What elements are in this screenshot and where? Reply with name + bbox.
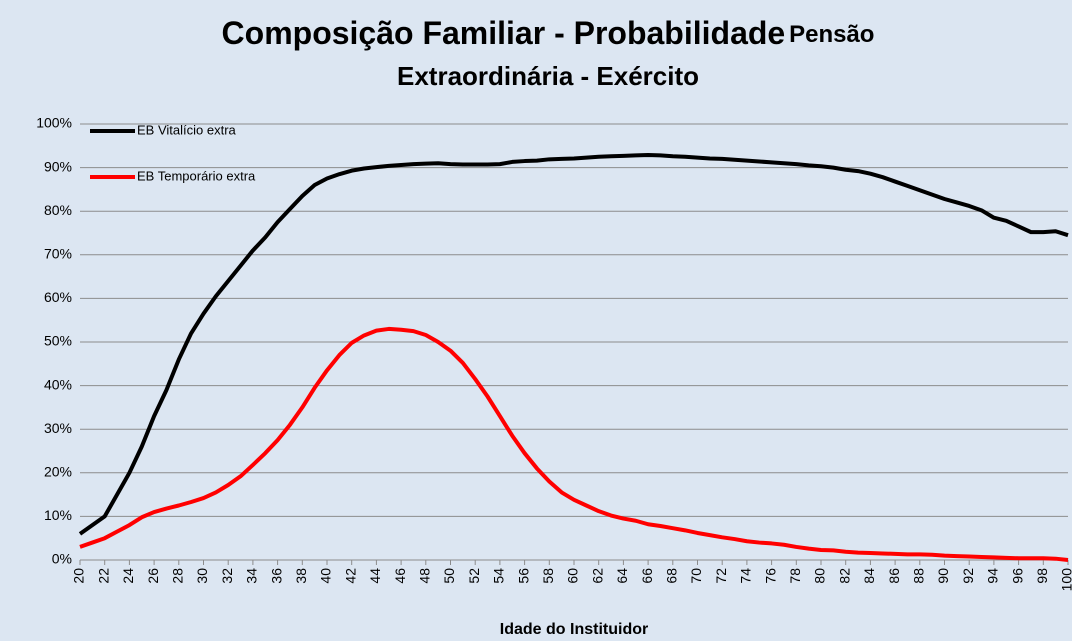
title-part: Composição Familiar - Probabilidade — [222, 15, 786, 51]
y-tick-label: 70% — [44, 246, 72, 262]
x-tick-label: 22 — [95, 568, 111, 584]
x-tick-label: 38 — [293, 568, 309, 584]
title-part: Pensão — [789, 21, 874, 48]
x-tick-label: 96 — [1009, 568, 1025, 584]
legend-label: EB Vitalício extra — [137, 122, 237, 137]
y-tick-label: 80% — [44, 202, 72, 218]
chart-title: Extraordinária - Exército — [397, 61, 699, 91]
y-tick-label: 30% — [44, 420, 72, 436]
x-tick-label: 54 — [491, 568, 507, 584]
y-tick-label: 10% — [44, 507, 72, 523]
x-tick-label: 32 — [219, 568, 235, 584]
x-tick-label: 50 — [441, 568, 457, 584]
x-tick-label: 36 — [268, 568, 284, 584]
x-tick-label: 40 — [318, 568, 334, 584]
x-tick-label: 88 — [911, 568, 927, 584]
x-tick-label: 80 — [812, 568, 828, 584]
x-tick-label: 70 — [688, 568, 704, 584]
x-tick-label: 56 — [515, 568, 531, 584]
x-tick-label: 26 — [145, 568, 161, 584]
y-tick-label: 90% — [44, 158, 72, 174]
x-tick-label: 90 — [935, 568, 951, 584]
x-tick-label: 48 — [417, 568, 433, 584]
x-tick-label: 76 — [762, 568, 778, 584]
x-tick-label: 62 — [589, 568, 605, 584]
y-tick-label: 40% — [44, 376, 72, 392]
x-tick-label: 94 — [985, 568, 1001, 584]
x-tick-label: 100 — [1059, 568, 1072, 592]
x-tick-label: 44 — [367, 568, 383, 584]
x-tick-label: 86 — [886, 568, 902, 584]
x-tick-label: 74 — [738, 568, 754, 584]
x-tick-label: 82 — [836, 568, 852, 584]
x-tick-label: 84 — [861, 568, 877, 584]
x-tick-label: 42 — [342, 568, 358, 584]
y-tick-label: 50% — [44, 333, 72, 349]
x-tick-label: 52 — [466, 568, 482, 584]
series-line — [79, 326, 1069, 562]
x-tick-label: 34 — [244, 568, 260, 584]
y-tick-label: 60% — [44, 289, 72, 305]
x-tick-label: 30 — [194, 568, 210, 584]
legend-label: EB Temporário extra — [137, 168, 256, 183]
x-tick-label: 64 — [614, 568, 630, 584]
x-tick-label: 72 — [713, 568, 729, 584]
x-tick-label: 60 — [565, 568, 581, 584]
y-tick-label: 20% — [44, 464, 72, 480]
x-tick-label: 92 — [960, 568, 976, 584]
x-tick-label: 98 — [1034, 568, 1050, 584]
x-tick-label: 20 — [71, 568, 87, 584]
x-tick-label: 66 — [639, 568, 655, 584]
x-tick-label: 78 — [787, 568, 803, 584]
x-axis-label: Idade do Instituidor — [500, 621, 648, 638]
x-tick-label: 46 — [392, 568, 408, 584]
y-tick-label: 100% — [36, 115, 72, 131]
x-tick-label: 28 — [170, 568, 186, 584]
y-tick-label: 0% — [52, 551, 72, 567]
chart-title: Composição Familiar - Probabilidade Pens… — [222, 15, 875, 51]
x-tick-label: 58 — [540, 568, 556, 584]
x-tick-label: 24 — [120, 568, 136, 584]
x-tick-label: 68 — [664, 568, 680, 584]
series-line — [78, 152, 1069, 536]
